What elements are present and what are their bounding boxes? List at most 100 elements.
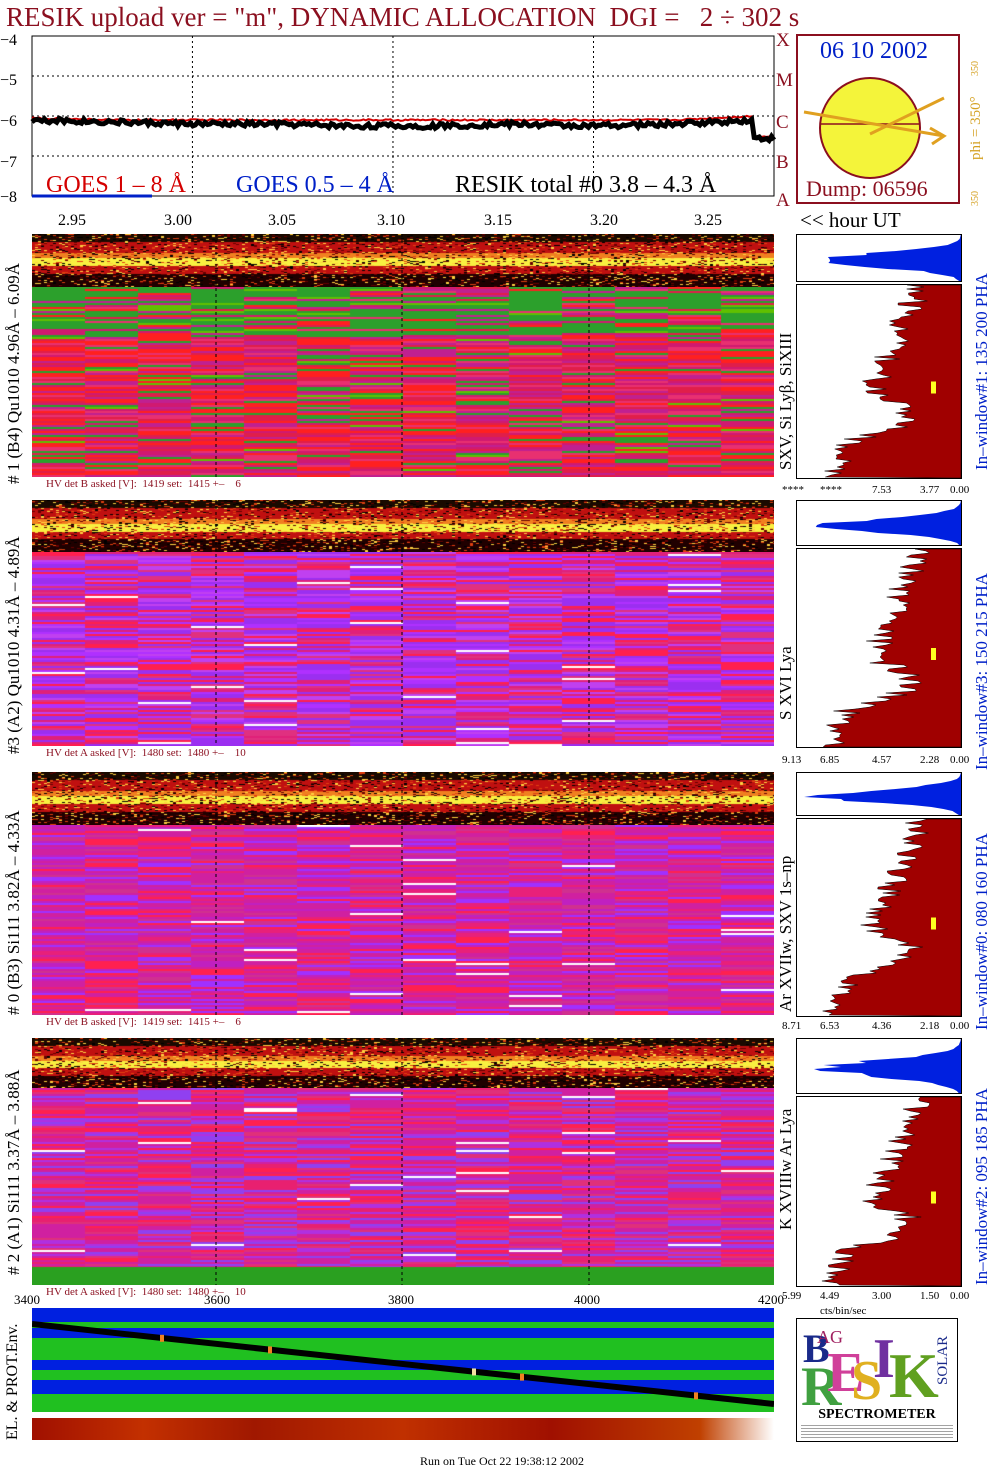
pha-window-marker (931, 1191, 936, 1204)
resik-logo: B AG R E S I K SOLAR SPECTROMETER (796, 1318, 958, 1442)
goes-yticks: −4 −5 −6 −7 −8 (0, 32, 30, 206)
pha-axis: 3400 3600 3800 4000 4200 (0, 1292, 790, 1310)
resik-total-series (30, 114, 777, 145)
pha-tick: 4000 (574, 1292, 600, 1307)
logo-letter: I (873, 1328, 895, 1390)
detector-grid (215, 500, 590, 746)
spectrum-tick: 3.00 (872, 1290, 892, 1302)
detector-lightcurve-image (32, 500, 774, 552)
pha-tick: 4200 (758, 1292, 784, 1307)
detector-label: # 2 (A1) Si111 3.37Å – 3.88Å (4, 1069, 23, 1275)
spectrum-tick: **** (782, 484, 804, 496)
logo-letter: R (801, 1356, 842, 1418)
time-axis: 2.95 3.00 3.05 3.10 3.15 3.20 3.25 (32, 206, 774, 232)
orbit-panel: 06 10 2002 Dump: 06596 (796, 34, 960, 204)
spectrum-tick: 4.57 (872, 754, 892, 766)
env-trace (31, 1321, 775, 1407)
spectrum-tick: 0.00 (950, 754, 970, 766)
in-window-label: In–window#3: 150 215 PHA (972, 573, 991, 770)
detector-spectrum-image (32, 1088, 774, 1285)
spectrum-tick: 8.71 (782, 1020, 802, 1032)
logo-fineprint (801, 1425, 953, 1439)
legend-goes18: GOES 1 – 8 Å (46, 172, 187, 198)
spectral-line-label: K XVIIIw Ar Lya (776, 1108, 795, 1230)
spectrum-tick: 4.49 (820, 1290, 840, 1302)
goes-1-8-series (31, 114, 775, 139)
spectrum-tick: 1.50 (920, 1290, 940, 1302)
ytick-label: −8 (0, 189, 18, 206)
in-window-label: In–window#0: 080 160 PHA (972, 833, 991, 1030)
flare-class: A (776, 190, 790, 211)
legend-goes054: GOES 0.5 – 4 Å (236, 172, 395, 198)
pha-tick: 3800 (388, 1292, 414, 1307)
spectrum-tick: 2.28 (920, 754, 940, 766)
hour-ut-label: << hour UT (800, 208, 901, 232)
goes-panel (0, 34, 790, 206)
spectrum-profile (796, 1096, 962, 1287)
legend-resik: RESIK total #0 3.8 – 4.3 Å (455, 172, 717, 198)
flare-class-labels: X M C B A (776, 30, 794, 211)
spectrum-profile (796, 818, 962, 1017)
spectrum-tick: 0.00 (950, 484, 970, 496)
time-tick: 3.25 (694, 212, 722, 229)
detector-grid (215, 1038, 590, 1285)
env-marker (694, 1392, 698, 1400)
time-tick: 3.20 (590, 212, 618, 229)
env-band (32, 1322, 774, 1328)
ytick-label: −7 (0, 154, 18, 171)
phi-bottom: 350 (970, 191, 981, 206)
detector-spectrum-image (32, 825, 774, 1015)
spectrum-tick: 9.13 (782, 754, 802, 766)
spectrum-tick: 0.00 (950, 1290, 970, 1302)
env-band (32, 1308, 774, 1322)
env-band (32, 1370, 774, 1380)
spectrum-tick: **** (820, 484, 842, 496)
orbit-date: 06 10 2002 (820, 38, 928, 64)
goes-lightcurve-chart (30, 35, 777, 198)
env-band (32, 1394, 774, 1412)
footer-run-info: Run on Tue Oct 22 19:38:12 2002 (419, 1454, 584, 1468)
detector-lightcurve-image (32, 1038, 774, 1088)
flare-class: C (776, 112, 789, 133)
env-marker (268, 1346, 272, 1354)
logo-bottom-text: SPECTROMETER (818, 1407, 936, 1422)
logo-letter: AG (817, 1327, 843, 1347)
spec-unit-label: cts/bin/sec (820, 1305, 867, 1317)
spectrum-tick: 5.99 (782, 1290, 802, 1302)
logo-letter: K (889, 1340, 939, 1411)
pha-histogram (796, 234, 962, 282)
time-tick: 3.10 (377, 212, 405, 229)
spectrum-tick: 7.53 (872, 484, 892, 496)
spectrum-profile (796, 284, 962, 479)
pha-tick: 3600 (204, 1292, 230, 1307)
env-panel (31, 1308, 775, 1412)
ytick-label: −6 (0, 113, 18, 130)
spectrum-profile (796, 548, 962, 748)
pha-tick: 3400 (14, 1292, 40, 1307)
page-title: RESIK upload ver = "m", DYNAMIC ALLOCATI… (6, 2, 800, 32)
spectrum-tick: 2.18 (920, 1020, 940, 1032)
spectrum-tick: 3.77 (920, 484, 940, 496)
detector-label: # 0 (B3) Si111 3.82Å – 4.33Å (4, 810, 23, 1015)
flare-class: B (776, 152, 789, 173)
spectral-line-label: SXV, Si Lyβ, SiXIII (776, 332, 795, 470)
spectrum-tick: 6.53 (820, 1020, 840, 1032)
pha-histogram (796, 500, 962, 546)
env-band (32, 1338, 774, 1360)
env-marker (520, 1373, 524, 1381)
logo-letter: B (803, 1326, 830, 1371)
hv-status-text: HV det B asked [V]: 1419 set: 1415 +– 6 (46, 1016, 241, 1028)
pha-window-marker (931, 381, 936, 394)
spectrum-tick: 6.85 (820, 754, 840, 766)
env-band (32, 1328, 774, 1338)
env-label: EL. & PROT.Env. (4, 1323, 21, 1440)
detector-label: #3 (A2) Qu1010 4.31Å – 4.89Å (4, 536, 23, 754)
pha-histogram (796, 1038, 962, 1094)
pha-window-marker (931, 917, 936, 930)
detector-grid (215, 234, 590, 477)
spectral-line-label: S XVI Lya (776, 646, 795, 720)
pha-histogram (796, 772, 962, 816)
pha-window-marker (931, 648, 936, 660)
detector-label: # 1 (B4) Qu1010 4.96Å – 6.09Å (4, 263, 23, 484)
spectrum-tick: 0.00 (950, 1020, 970, 1032)
